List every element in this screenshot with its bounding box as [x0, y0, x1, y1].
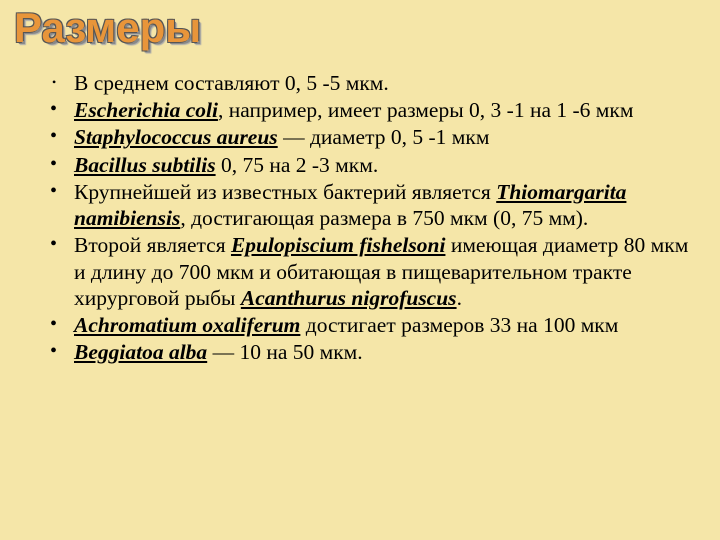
bullet-text: Epulopiscium fishelsoni — [231, 233, 445, 257]
bullet-text: . — [457, 286, 462, 310]
bullet-text: Acanthurus nigrofuscus — [241, 286, 457, 310]
bullet-item: Escherichia coli, например, имеет размер… — [44, 97, 700, 123]
bullet-list: В среднем составляют 0, 5 -5 мкм.Escheri… — [0, 70, 720, 365]
bullet-item: В среднем составляют 0, 5 -5 мкм. — [44, 70, 700, 96]
bullet-item: Bacillus subtilis 0, 75 на 2 -3 мкм. — [44, 152, 700, 178]
bullet-text: 0, 75 на 2 -3 мкм. — [216, 153, 379, 177]
bullet-text: , например, имеет размеры 0, 3 -1 на 1 -… — [218, 98, 634, 122]
bullet-text: , достигающая размера в 750 мкм (0, 75 м… — [180, 206, 588, 230]
bullet-text: Второй является — [74, 233, 231, 257]
bullet-item: Beggiatoa alba — 10 на 50 мкм. — [44, 339, 700, 365]
bullet-text: В среднем составляют 0, 5 -5 мкм. — [74, 71, 389, 95]
bullet-text: Beggiatoa alba — [74, 340, 207, 364]
bullet-text: Bacillus subtilis — [74, 153, 216, 177]
bullet-item: Achromatium oxaliferum достигает размеро… — [44, 312, 700, 338]
bullet-text: Крупнейшей из известных бактерий являетс… — [74, 180, 496, 204]
bullet-item: Staphylococcus aureus — диаметр 0, 5 -1 … — [44, 124, 700, 150]
bullet-item: Второй является Epulopiscium fishelsoni … — [44, 232, 700, 311]
bullet-text: Staphylococcus aureus — [74, 125, 278, 149]
bullet-text: — диаметр 0, 5 -1 мкм — [278, 125, 490, 149]
bullet-text: — 10 на 50 мкм. — [207, 340, 362, 364]
bullet-text: достигает размеров 33 на 100 мкм — [300, 313, 618, 337]
bullet-text: Achromatium oxaliferum — [74, 313, 300, 337]
slide: Размеры В среднем составляют 0, 5 -5 мкм… — [0, 0, 720, 540]
bullet-text: Escherichia coli — [74, 98, 218, 122]
bullet-item: Крупнейшей из известных бактерий являетс… — [44, 179, 700, 231]
slide-title: Размеры — [0, 0, 720, 70]
